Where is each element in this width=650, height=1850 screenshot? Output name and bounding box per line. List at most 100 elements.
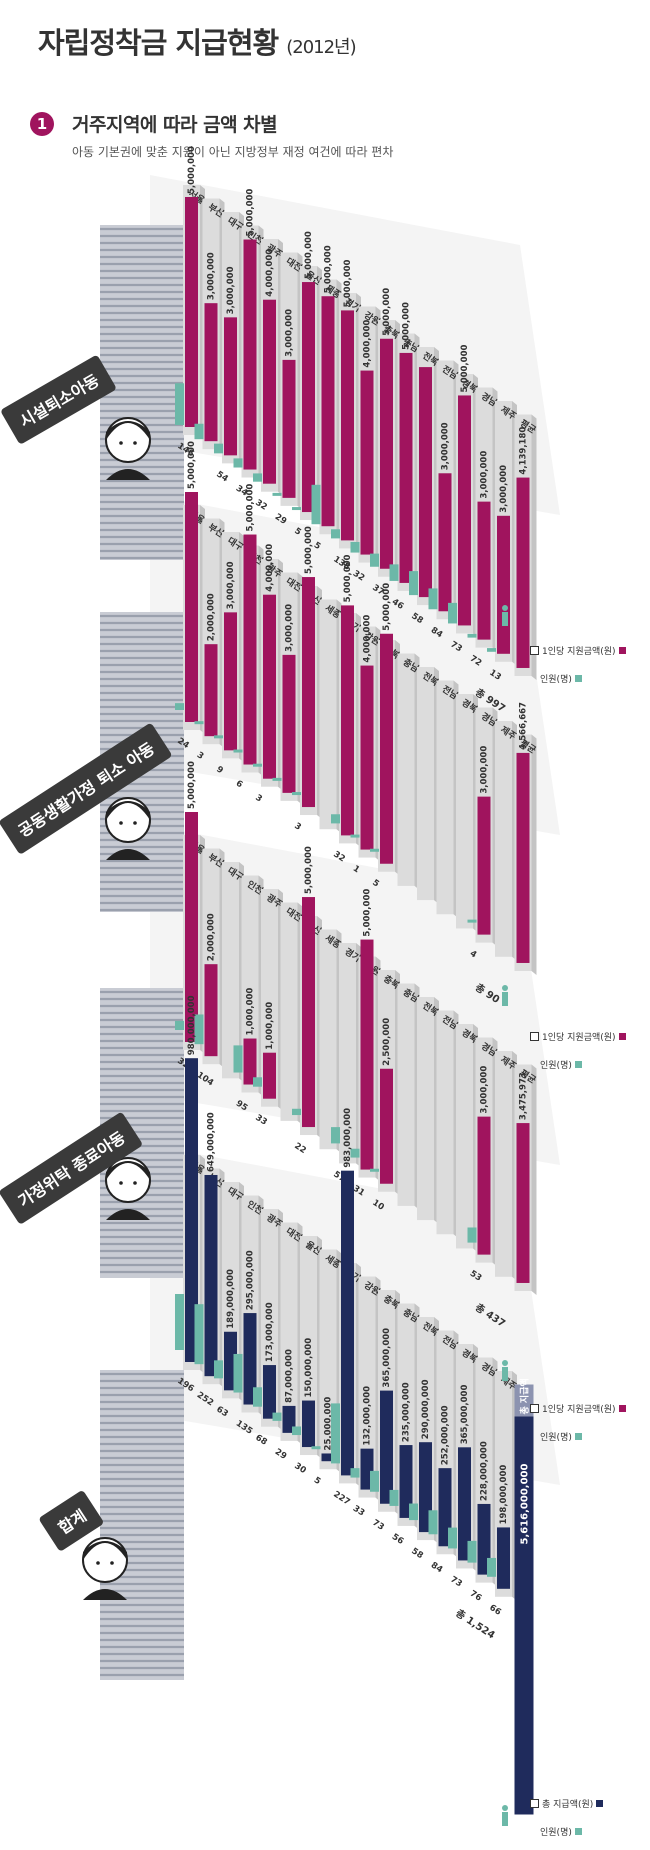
people-bar xyxy=(487,1557,496,1577)
bar-column xyxy=(456,694,473,929)
character-illustration xyxy=(105,417,151,480)
amount-label: 189,000,000 xyxy=(226,1269,236,1329)
legend-amount: 1인당 지원금액(원) xyxy=(530,1030,626,1043)
amount-label: 3,000,000 xyxy=(226,561,236,609)
amount-bar xyxy=(477,1503,491,1575)
amount-bar xyxy=(360,939,374,1170)
legend-swatch-people xyxy=(574,1433,582,1440)
people-bar xyxy=(331,814,340,824)
people-bar xyxy=(292,792,301,796)
people-bar xyxy=(214,735,223,739)
amount-bar xyxy=(380,338,393,569)
bar-column xyxy=(280,1222,298,1441)
building-stripes-0 xyxy=(100,225,184,560)
people-bar xyxy=(175,703,184,710)
people-bar xyxy=(467,1540,477,1563)
bar-column xyxy=(417,997,434,1221)
building-stripes-2 xyxy=(100,988,184,1278)
amount-label: 5,000,000 xyxy=(363,889,373,937)
people-bar xyxy=(175,1294,184,1350)
building-stripes-3 xyxy=(100,1370,184,1680)
section-subtitle: 아동 기본권에 맞춘 지원이 아닌 지방정부 재정 여건에 따라 편차 xyxy=(72,145,394,159)
amount-label: 4,000,000 xyxy=(363,320,373,368)
amount-label: 3,000,000 xyxy=(480,451,490,499)
legend-people-label: 인원(명) xyxy=(540,1828,572,1838)
people-bar xyxy=(253,1387,262,1407)
amount-bar xyxy=(302,577,315,808)
people-bar xyxy=(253,473,262,482)
amount-bar xyxy=(399,1445,413,1518)
amount-label: 5,000,000 xyxy=(304,231,314,279)
people-bar xyxy=(272,1412,282,1421)
amount-bar xyxy=(380,1390,393,1504)
people-label: 68 xyxy=(253,1433,268,1448)
amount-label: 4,566,667 xyxy=(519,702,529,750)
amount-label: 649,000,000 xyxy=(207,1112,217,1172)
bar-column xyxy=(436,680,454,915)
people-bar xyxy=(350,1468,360,1478)
people-label: 73 xyxy=(448,1575,463,1590)
legend-amount-label: 1인당 지원금액(원) xyxy=(542,1033,616,1043)
amount-bar xyxy=(341,310,354,541)
legend-swatch-amount xyxy=(618,1405,626,1412)
amount-bar xyxy=(243,239,257,470)
people-bar xyxy=(292,507,301,511)
legend-people-label: 인원(명) xyxy=(540,1061,572,1071)
amount-bar xyxy=(497,1527,510,1589)
people-bar xyxy=(487,648,496,652)
amount-bar xyxy=(380,1068,393,1184)
people-label: 58 xyxy=(409,1546,424,1561)
amount-bar xyxy=(516,752,530,963)
amount-label: 1,000,000 xyxy=(246,988,256,1036)
legend-amount: 총 지급액(원) xyxy=(530,1797,604,1810)
people-bar xyxy=(233,458,243,468)
amount-label: 5,000,000 xyxy=(382,288,392,336)
amount-label: 980,000,000 xyxy=(187,995,197,1055)
people-label: 33 xyxy=(351,1504,366,1519)
chart-band-1: 서울5,000,00024부산2,000,0003대구3,000,0009인천5… xyxy=(175,441,539,1006)
amount-bar xyxy=(263,1365,276,1419)
people-label: 5 xyxy=(312,1475,322,1487)
amount-bar xyxy=(185,492,198,722)
amount-label: 25,000,000 xyxy=(324,1397,334,1451)
people-bar xyxy=(194,721,204,725)
people-label: 76 xyxy=(468,1589,483,1604)
amount-label: 2,000,000 xyxy=(207,593,217,641)
amount-label: 2,000,000 xyxy=(207,913,217,961)
bar-column xyxy=(241,875,259,1093)
legend-amount: 1인당 지원금액(원) xyxy=(530,644,626,657)
people-bar xyxy=(331,1403,340,1464)
people-bar xyxy=(389,564,399,581)
amount-label: 365,000,000 xyxy=(382,1328,392,1388)
people-bar xyxy=(311,1446,321,1450)
amount-bar xyxy=(341,605,354,836)
money-icon xyxy=(530,1799,539,1808)
people-label: 29 xyxy=(273,1447,288,1462)
people-bar xyxy=(370,848,379,852)
money-icon xyxy=(530,646,539,655)
amount-bar xyxy=(185,1058,198,1362)
amount-label: 5,000,000 xyxy=(343,259,353,307)
people-bar xyxy=(233,1045,243,1073)
amount-bar xyxy=(263,299,276,484)
amount-bar xyxy=(497,515,510,654)
amount-bar xyxy=(263,1052,276,1099)
amount-label: 5,000,000 xyxy=(187,761,197,809)
person-icon xyxy=(502,1805,508,1826)
person-icon xyxy=(502,985,508,1006)
bar-column-side xyxy=(531,414,537,680)
chart-band-0: 서울5,000,000146부산3,000,000대구3,000,00054인천… xyxy=(175,146,539,715)
people-bar xyxy=(370,553,379,567)
amount-bar xyxy=(477,1116,491,1255)
people-bar xyxy=(194,1014,204,1045)
person-icon xyxy=(502,605,508,626)
bar-column-side xyxy=(531,734,537,975)
bar-column xyxy=(280,902,298,1121)
amount-label: 2,500,000 xyxy=(382,1018,392,1066)
page-title-text: 자립정착금 지급현황 xyxy=(38,26,279,60)
amount-bar xyxy=(243,534,257,765)
bar-column-side xyxy=(531,1064,537,1295)
amount-label: 3,475,973 xyxy=(519,1072,529,1120)
money-icon xyxy=(530,1032,539,1041)
amount-label: 3,000,000 xyxy=(441,422,451,470)
